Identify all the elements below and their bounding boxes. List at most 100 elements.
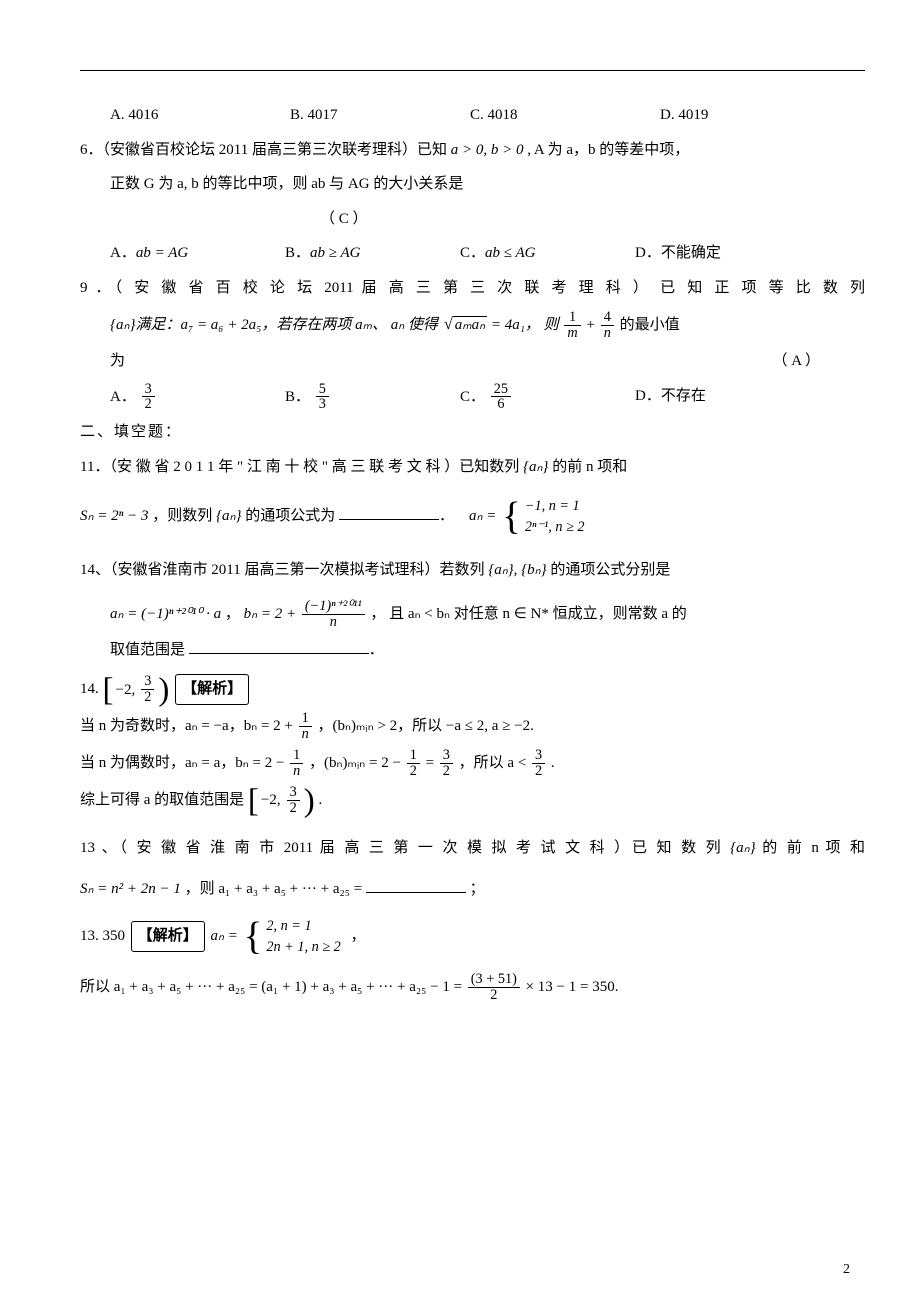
q9-oc-frac: 256: [491, 382, 511, 413]
section-2-title: 二、填空题：: [80, 418, 865, 447]
q13-case-2: 2n + 1, n ≥ 2: [266, 938, 340, 957]
plus-icon: +: [586, 317, 598, 333]
q14-ic-2: −2, 32: [259, 785, 304, 816]
q11-an: {aₙ}: [523, 459, 548, 475]
q13-l2b: × 13 − 1 = 350.: [526, 979, 619, 995]
q14-l2-f3d: 2: [440, 764, 453, 779]
q6-opt-b: B．ab ≥ AG: [285, 239, 460, 268]
q14-l2b: ，(bₙ)ₘᵢₙ = 2 −: [309, 755, 405, 771]
q14-l1b: ，(bₙ)ₘᵢₙ > 2，所以 −a ≤ 2, a ≥ −2.: [317, 718, 533, 734]
left-bracket-icon-2: [: [248, 785, 259, 816]
q6-opt-b-label: B．: [285, 245, 310, 261]
q6-stem-2: 正数 G 为 a, b 的等比中项，则 ab 与 AG 的大小关系是: [80, 170, 865, 199]
q5-opt-a: A. 4016: [110, 101, 290, 130]
q13-b: 的 前 n 项 和: [762, 840, 865, 856]
q14-ic: −2, 32: [114, 674, 159, 705]
q14-mid: ， 且 aₙ < bₙ 对任意 n ∈ N* 恒成立，则常数 a 的: [370, 606, 686, 622]
q9-ob-n: 5: [316, 382, 329, 398]
q9-line3: 为 （ A ）: [80, 347, 865, 376]
q14-l3-n: 3: [287, 785, 300, 801]
q14-l3-d: 2: [287, 801, 300, 816]
q14-bn-frac: (−1)ⁿ⁺²⁰¹¹n: [302, 599, 365, 630]
q9-l2b: = 4a₁， 则: [491, 317, 559, 333]
q9-ob-d: 3: [316, 397, 329, 412]
q13-fr-n: (3 + 51): [468, 972, 520, 988]
right-paren-icon-2: ): [304, 785, 315, 816]
q9-f1n: 1: [564, 310, 580, 326]
q9-oa-n: 3: [142, 382, 155, 398]
q9-oc-d: 6: [491, 397, 511, 412]
q13-stem-2: Sₙ = n² + 2n − 1 ，则 a₁ + a₃ + a₅ + ··· +…: [80, 875, 865, 904]
q11-an2: {aₙ}: [216, 508, 241, 524]
q14-bn-den: n: [302, 615, 365, 630]
q14-stem-1: 14、（安徽省淮南市 2011 届高三第一次模拟考试理科）若数列 {aₙ}, {…: [80, 556, 865, 585]
q14-l3-left: −2,: [261, 786, 281, 815]
q14-l2-f4: 32: [532, 748, 545, 779]
q9-l2c: 的最小值: [620, 317, 680, 333]
q14-l2-f4n: 3: [532, 748, 545, 764]
q14-interval: [ −2, 32 ): [103, 674, 170, 705]
left-brace-icon: {: [502, 495, 521, 538]
q14-anbn: {aₙ}, {bₙ}: [488, 562, 546, 578]
q14-l1-fd: n: [299, 727, 312, 742]
q9-head-a: 9 ．（ 安 徽 省 百 校 论 坛 2011 届 高 三 第 三 次 联 考 …: [80, 280, 652, 296]
q14-an-expr: aₙ = (−1)ⁿ⁺²⁰¹⁰ · a: [110, 606, 221, 622]
left-brace-icon-2: {: [244, 915, 263, 958]
q14-l2a: 当 n 为偶数时，aₙ = a，bₙ = 2 −: [80, 755, 288, 771]
q11-case-1: −1, n = 1: [525, 497, 585, 516]
q9-sqrt: aₘaₙ: [442, 308, 487, 340]
q5-opt-b: B. 4017: [290, 101, 470, 130]
q13-fr-d: 2: [468, 988, 520, 1003]
q11-stem-2: Sₙ = 2ⁿ − 3 ，则数列 {aₙ} 的通项公式为 ． aₙ = { −1…: [80, 495, 865, 538]
q5-opt-c: C. 4018: [470, 101, 660, 130]
q9-oa-frac: 32: [142, 382, 155, 413]
q14-a: 14、（安徽省淮南市 2011 届高三第一次模拟考试理科）若数列: [80, 562, 484, 578]
q6-opt-b-math: ab ≥ AG: [310, 245, 360, 261]
q14-l2-f3n: 3: [440, 748, 453, 764]
q14-l2-f2n: 1: [407, 748, 420, 764]
right-paren-icon: ): [158, 674, 169, 705]
q14-bn-lhs: bₙ = 2 +: [244, 606, 296, 622]
q14-stem-3: 取值范围是 ．: [80, 636, 865, 665]
q6-cond: a > 0, b > 0: [451, 142, 524, 158]
q6-opt-c-math: ab ≤ AG: [485, 245, 535, 261]
q14-neg2: −2,: [116, 676, 136, 705]
q9-wei: 为: [110, 347, 772, 376]
q13-ans-head: 13. 350: [80, 928, 125, 944]
q5-options: A. 4016 B. 4017 C. 4018 D. 4019: [110, 101, 865, 130]
q6-opt-d: D．不能确定: [635, 239, 810, 268]
q11-case-2: 2ⁿ⁻¹, n ≥ 2: [525, 518, 585, 537]
q9-f2n: 4: [601, 310, 614, 326]
q13-l2a: 所以 a₁ + a₃ + a₅ + ··· + a₂₅ = (a₁ + 1) +…: [80, 979, 466, 995]
q14-sol-l2: 当 n 为偶数时，aₙ = a，bₙ = 2 − 1n ，(bₙ)ₘᵢₙ = 2…: [80, 748, 865, 779]
q14-l2-tail: ，所以 a <: [459, 755, 530, 771]
q14-b: 的通项公式分别是: [550, 562, 670, 578]
q6-stem: 6．（安徽省百校论坛 2011 届高三第三次联考理科）已知 a > 0, b >…: [80, 136, 865, 165]
analysis-label-1: 【解析】: [175, 674, 249, 705]
q5-opt-d: D. 4019: [660, 101, 810, 130]
q13-an: {aₙ}: [730, 840, 755, 856]
q14-l2-f1n: 1: [290, 748, 303, 764]
q14-an-d: 2: [141, 690, 154, 705]
q14-interval-2: [ −2, 32 ): [248, 785, 315, 816]
q11-cases: −1, n = 1 2ⁿ⁻¹, n ≥ 2: [521, 495, 589, 538]
q14-l2-f3: 32: [440, 748, 453, 779]
q14-sol-l1: 当 n 为奇数时，aₙ = −a，bₙ = 2 + 1n ，(bₙ)ₘᵢₙ > …: [80, 711, 865, 742]
q9-f1d: m: [564, 326, 580, 341]
q9-frac-1: 1m: [564, 310, 580, 341]
q14-l2-f4d: 2: [532, 764, 545, 779]
q14-an-n: 3: [141, 674, 154, 690]
q14-l1a: 当 n 为奇数时，aₙ = −a，bₙ = 2 +: [80, 718, 297, 734]
q9-frac-2: 4n: [601, 310, 614, 341]
q13-sol-l2: 所以 a₁ + a₃ + a₅ + ··· + a₂₅ = (a₁ + 1) +…: [80, 972, 865, 1003]
q9-oc-n: 25: [491, 382, 511, 398]
q13-case-1: 2, n = 1: [266, 917, 340, 936]
q9-options: A． 32 B． 53 C． 256 D．不存在: [110, 382, 865, 413]
q14-ans-head: 14.: [80, 681, 99, 697]
q13-cases: 2, n = 1 2n + 1, n ≥ 2: [262, 915, 344, 958]
q6-opt-c-label: C．: [460, 245, 485, 261]
q13-stem-1: 13 、（ 安 徽 省 淮 南 市 2011 届 高 三 第 一 次 模 拟 考…: [80, 834, 865, 863]
q13-l2-frac: (3 + 51)2: [468, 972, 520, 1003]
q6-opt-c: C．ab ≤ AG: [460, 239, 635, 268]
q9-sqrt-rad: aₘaₙ: [453, 316, 487, 333]
